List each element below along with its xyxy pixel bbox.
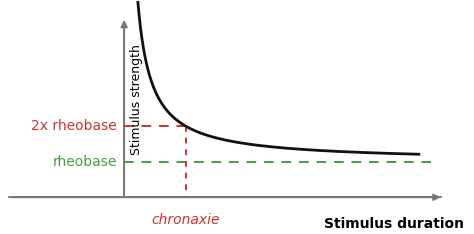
Text: Stimulus strength: Stimulus strength bbox=[130, 44, 143, 155]
Text: 2x rheobase: 2x rheobase bbox=[31, 119, 117, 133]
Text: rheobase: rheobase bbox=[53, 155, 117, 169]
Text: chronaxie: chronaxie bbox=[151, 213, 220, 227]
Text: Stimulus duration: Stimulus duration bbox=[324, 217, 465, 231]
